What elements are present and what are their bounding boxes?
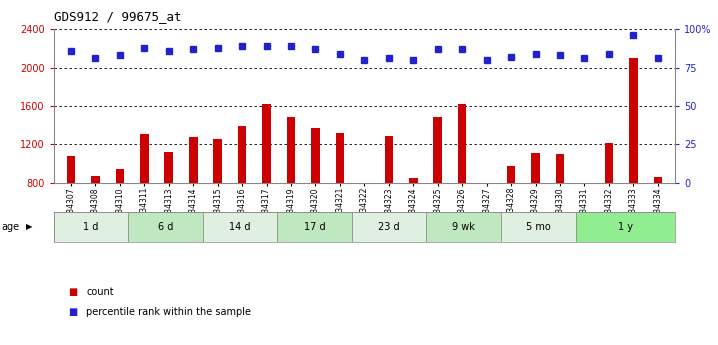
Text: GDS912 / 99675_at: GDS912 / 99675_at bbox=[54, 10, 182, 23]
Bar bbox=[91, 176, 100, 183]
Bar bbox=[426, 212, 501, 241]
Bar bbox=[140, 134, 149, 183]
Bar bbox=[434, 117, 442, 183]
Bar bbox=[507, 166, 516, 183]
Text: 1 d: 1 d bbox=[83, 222, 99, 232]
Bar bbox=[556, 154, 564, 183]
Bar bbox=[262, 104, 271, 183]
Bar bbox=[482, 183, 491, 187]
Bar bbox=[277, 212, 352, 241]
Text: age: age bbox=[1, 222, 19, 232]
Bar bbox=[605, 142, 613, 183]
Bar bbox=[458, 104, 467, 183]
Bar bbox=[203, 212, 277, 241]
Bar bbox=[335, 133, 344, 183]
Bar bbox=[54, 212, 129, 241]
Text: 17 d: 17 d bbox=[304, 222, 325, 232]
Bar bbox=[129, 212, 203, 241]
Text: count: count bbox=[86, 287, 113, 296]
Text: 1 y: 1 y bbox=[617, 222, 633, 232]
Bar bbox=[116, 169, 124, 183]
Bar bbox=[501, 212, 576, 241]
Bar bbox=[189, 137, 197, 183]
Bar bbox=[67, 156, 75, 183]
Bar bbox=[352, 212, 426, 241]
Bar bbox=[580, 183, 589, 184]
Text: 14 d: 14 d bbox=[230, 222, 251, 232]
Bar bbox=[409, 178, 418, 183]
Text: ▶: ▶ bbox=[26, 222, 32, 231]
Text: ■: ■ bbox=[68, 287, 78, 296]
Text: ■: ■ bbox=[68, 307, 78, 317]
Text: 9 wk: 9 wk bbox=[452, 222, 475, 232]
Text: 5 mo: 5 mo bbox=[526, 222, 551, 232]
Bar bbox=[653, 177, 662, 183]
Bar bbox=[286, 117, 295, 183]
Text: 6 d: 6 d bbox=[158, 222, 173, 232]
Text: 23 d: 23 d bbox=[378, 222, 400, 232]
Bar bbox=[576, 212, 675, 241]
Bar bbox=[311, 128, 320, 183]
Text: percentile rank within the sample: percentile rank within the sample bbox=[86, 307, 251, 317]
Bar bbox=[531, 153, 540, 183]
Bar bbox=[213, 139, 222, 183]
Bar bbox=[238, 126, 246, 183]
Bar bbox=[164, 152, 173, 183]
Bar bbox=[360, 183, 368, 184]
Bar bbox=[629, 58, 638, 183]
Bar bbox=[385, 136, 393, 183]
